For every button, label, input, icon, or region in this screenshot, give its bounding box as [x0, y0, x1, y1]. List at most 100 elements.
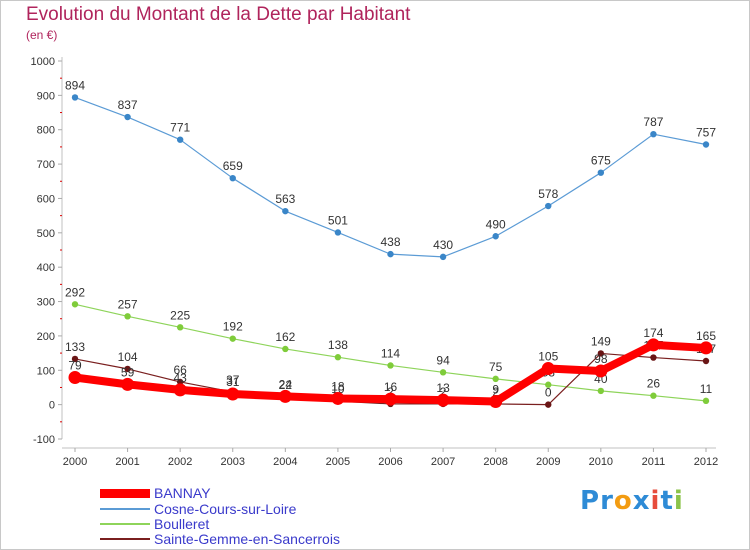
logo-letter: o	[613, 486, 633, 516]
data-label: 26	[647, 377, 661, 391]
y-tick-label: 1000	[31, 56, 55, 68]
y-tick-label: 100	[37, 365, 55, 377]
chart-subtitle: (en €)	[26, 28, 58, 42]
data-label: 138	[328, 338, 348, 352]
chart-title: Evolution du Montant de la Dette par Hab…	[26, 4, 411, 25]
logo-letter: x	[632, 486, 651, 516]
data-point	[124, 113, 131, 121]
data-label: 31	[226, 375, 240, 389]
data-point	[229, 335, 236, 342]
data-label: 79	[68, 358, 82, 372]
data-label: 225	[170, 308, 190, 322]
data-label: 66	[173, 363, 187, 377]
data-point	[646, 338, 660, 352]
data-label: 11	[700, 382, 713, 396]
data-point	[176, 378, 184, 386]
data-label: 837	[118, 98, 138, 112]
x-tick-label: 2008	[483, 456, 507, 468]
data-point	[702, 141, 710, 148]
data-point	[124, 365, 131, 373]
data-label: 43	[173, 371, 187, 385]
data-label: 162	[275, 330, 295, 344]
data-label: 292	[65, 285, 85, 299]
y-tick-label: 300	[37, 297, 55, 309]
data-label: 659	[223, 159, 243, 173]
legend-label: BANNAY	[154, 485, 211, 501]
data-point	[71, 301, 79, 308]
data-point	[545, 401, 552, 408]
data-point	[594, 364, 608, 378]
logo-letter: i	[673, 486, 684, 516]
data-label: 9	[492, 383, 499, 397]
x-tick-label: 2012	[694, 456, 718, 468]
y-tick-label: 600	[37, 193, 55, 205]
x-tick-label: 2009	[536, 456, 560, 468]
y-tick-label: 800	[37, 125, 55, 137]
proxiti-logo: Proxiti	[580, 486, 684, 516]
data-point	[439, 253, 447, 261]
data-label: 13	[436, 381, 450, 395]
y-tick-label: -100	[33, 434, 55, 446]
data-point	[699, 341, 713, 355]
legend-item: Cosne-Cours-sur-Loire	[100, 501, 296, 517]
data-point	[436, 393, 450, 407]
data-point	[492, 375, 499, 383]
x-tick-label: 2004	[273, 456, 297, 468]
data-label: 18	[331, 379, 345, 393]
x-tick-label: 2011	[642, 456, 666, 468]
data-point	[229, 174, 236, 182]
legend-swatch	[100, 508, 150, 510]
data-point	[597, 350, 605, 357]
data-label: 114	[381, 346, 400, 360]
data-point	[597, 169, 605, 176]
legend-label: Cosne-Cours-sur-Loire	[154, 501, 297, 517]
data-label: 438	[380, 235, 400, 249]
data-point	[489, 395, 503, 409]
legend-item: BANNAY	[100, 485, 211, 501]
data-point	[387, 250, 394, 258]
logo-letter: P	[580, 486, 601, 516]
data-label: 192	[223, 320, 243, 334]
data-point	[597, 387, 605, 395]
logo-letter: i	[650, 486, 661, 516]
data-label: 675	[591, 154, 611, 168]
data-label: 894	[65, 78, 85, 92]
data-label: 2	[387, 385, 394, 399]
data-label: 94	[436, 353, 450, 367]
data-label: 757	[696, 126, 716, 140]
data-label: 59	[121, 365, 135, 379]
data-point	[68, 370, 82, 384]
data-point	[334, 229, 342, 236]
data-point	[439, 369, 447, 376]
x-tick-label: 2002	[168, 456, 192, 468]
data-point	[702, 357, 710, 365]
data-label: 16	[384, 380, 398, 394]
data-label: 771	[170, 121, 190, 135]
y-tick-label: 500	[37, 228, 55, 240]
data-point	[71, 355, 79, 363]
data-point	[384, 392, 397, 406]
x-tick-label: 2005	[326, 456, 350, 468]
data-label: 174	[643, 326, 663, 340]
legend-swatch	[100, 538, 150, 540]
data-label: 105	[538, 350, 558, 364]
data-label: 430	[433, 238, 453, 252]
legend-label: Boulleret	[154, 516, 210, 532]
data-point	[541, 362, 555, 376]
data-label: 37	[226, 373, 240, 387]
data-label: 98	[594, 352, 608, 366]
data-point	[176, 136, 184, 143]
legend-item: Boulleret	[100, 516, 209, 532]
series-boulleret: 292257225192162138114947558402611	[65, 285, 713, 405]
data-point	[650, 130, 657, 138]
data-label: 22	[279, 378, 293, 392]
data-label: 149	[591, 334, 611, 348]
y-tick-label: 0	[49, 400, 55, 412]
y-tick-label: 700	[37, 159, 55, 171]
data-label: 563	[275, 192, 295, 206]
data-point	[331, 391, 345, 405]
legend-item: Sainte-Gemme-en-Sancerrois	[100, 531, 340, 547]
y-tick-label: 900	[37, 90, 55, 102]
